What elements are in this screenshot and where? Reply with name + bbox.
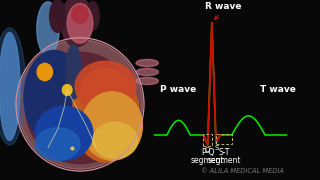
Ellipse shape bbox=[50, 0, 66, 32]
Text: P-Q: P-Q bbox=[201, 148, 214, 157]
Ellipse shape bbox=[93, 122, 138, 158]
Ellipse shape bbox=[75, 61, 136, 112]
Ellipse shape bbox=[26, 52, 134, 164]
Ellipse shape bbox=[82, 92, 142, 160]
Text: S-T: S-T bbox=[218, 148, 230, 157]
Text: P wave: P wave bbox=[160, 86, 197, 94]
Text: segment: segment bbox=[191, 156, 224, 165]
Circle shape bbox=[62, 85, 72, 95]
Ellipse shape bbox=[72, 5, 88, 23]
Ellipse shape bbox=[61, 0, 93, 47]
Text: segment: segment bbox=[207, 156, 241, 165]
Ellipse shape bbox=[136, 68, 158, 76]
Ellipse shape bbox=[24, 50, 85, 144]
Ellipse shape bbox=[0, 32, 20, 140]
Ellipse shape bbox=[18, 40, 142, 169]
Ellipse shape bbox=[136, 77, 158, 85]
Circle shape bbox=[37, 63, 52, 81]
Ellipse shape bbox=[0, 28, 26, 145]
Ellipse shape bbox=[35, 106, 93, 160]
Text: R wave: R wave bbox=[205, 2, 242, 11]
Ellipse shape bbox=[66, 45, 82, 99]
Ellipse shape bbox=[86, 2, 99, 31]
Ellipse shape bbox=[67, 4, 93, 43]
Ellipse shape bbox=[136, 59, 158, 67]
Text: Q: Q bbox=[204, 147, 210, 153]
Ellipse shape bbox=[37, 2, 59, 56]
Text: © ALILA MEDICAL MEDIA: © ALILA MEDICAL MEDIA bbox=[201, 168, 284, 174]
Ellipse shape bbox=[35, 128, 80, 160]
Ellipse shape bbox=[72, 68, 139, 162]
Text: T wave: T wave bbox=[260, 86, 296, 94]
Text: S: S bbox=[215, 145, 219, 151]
